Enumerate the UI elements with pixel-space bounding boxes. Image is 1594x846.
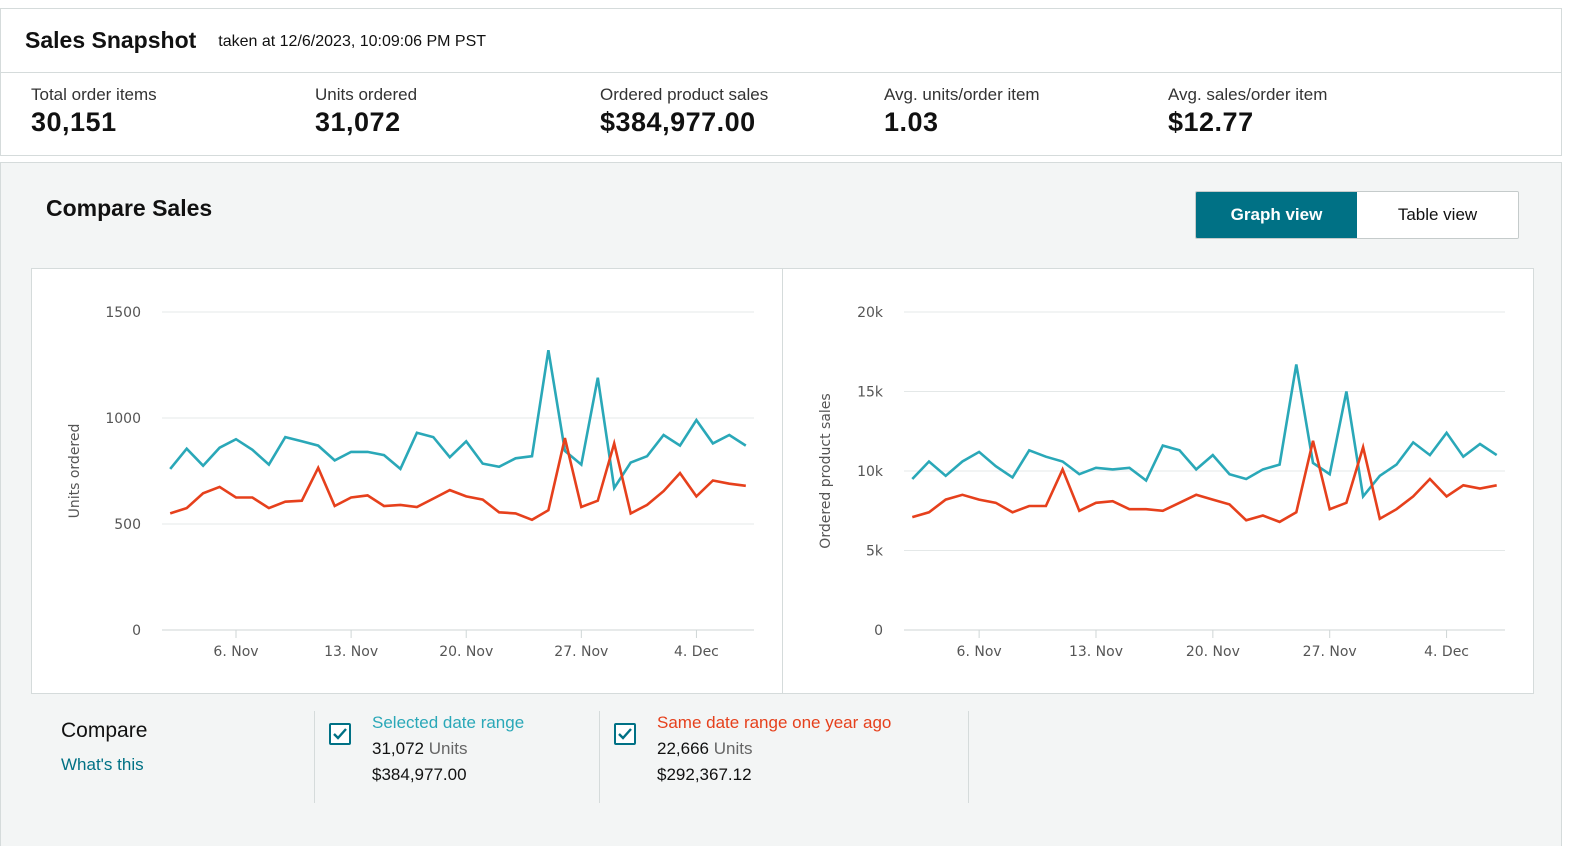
snapshot-header: Sales Snapshot taken at 12/6/2023, 10:09… [1, 9, 1561, 73]
prior-year-units: 22,666 Units [657, 739, 891, 759]
checkmark-icon [333, 728, 347, 740]
legend-compare-label: Compare [61, 719, 148, 742]
metric-value: 1.03 [884, 107, 939, 137]
whats-this-link[interactable]: What's this [61, 755, 144, 774]
prior-year-checkbox[interactable] [614, 723, 636, 745]
selected-units-word: Units [428, 739, 468, 758]
y-tick-label: 0 [132, 623, 141, 639]
compare-sales-panel: Compare Sales Graph view Table view 0 500… [0, 162, 1562, 846]
x-tick-label: 13. Nov [1069, 644, 1123, 660]
compare-sales-title: Compare Sales [46, 195, 213, 221]
metrics-row: Total order items 30,151 Units ordered 3… [1, 73, 1561, 155]
y-tick-label: 5k [866, 544, 884, 560]
x-tick-label: 4. Dec [674, 644, 719, 660]
y-tick-label: 15k [857, 385, 884, 401]
legend-separator [314, 711, 315, 803]
metric-ordered-product-sales: Ordered product sales $384,977.00 [600, 85, 768, 138]
y-tick-label: 0 [874, 623, 883, 639]
y-axis-label: Units ordered [67, 424, 83, 519]
legend-compare-block: Compare What's this [61, 719, 147, 775]
selected-units-value: 31,072 [372, 739, 424, 758]
prior-year-series-line[interactable] [169, 437, 746, 522]
metric-label: Avg. sales/order item [1168, 85, 1328, 104]
compare-legend: Compare What's this Selected date range … [1, 711, 1563, 811]
y-tick-label: 1500 [105, 305, 141, 321]
metric-label: Avg. units/order item [884, 85, 1040, 104]
selected-range-series-line[interactable] [169, 349, 747, 492]
prior-year-sales: $292,367.12 [657, 765, 752, 784]
y-axis-label: Ordered product sales [818, 393, 834, 548]
metric-label: Ordered product sales [600, 85, 769, 104]
x-tick-label: 6. Nov [957, 644, 1002, 660]
legend-separator [968, 711, 969, 803]
x-tick-label: 13. Nov [324, 644, 378, 660]
chart-divider [782, 269, 783, 693]
table-view-button[interactable]: Table view [1357, 192, 1518, 238]
snapshot-title: Sales Snapshot [25, 27, 197, 53]
selected-range-checkbox[interactable] [329, 723, 351, 745]
legend-separator [599, 711, 600, 803]
selected-range-name: Selected date range [372, 713, 525, 732]
selected-range-units: 31,072 Units [372, 739, 524, 759]
charts-container: 0 500 1000 1500 6. Nov 13. Nov 20. Nov 27. Nov 4… [31, 268, 1534, 694]
metric-value: $384,977.00 [600, 107, 756, 137]
x-tick-label: 20. Nov [439, 644, 493, 660]
selected-range-text: Selected date range 31,072 Units $384,97… [372, 713, 524, 785]
view-toggle: Graph view Table view [1195, 191, 1519, 239]
metric-total-order-items: Total order items 30,151 [31, 85, 157, 138]
units-ordered-chart: 0 500 1000 1500 6. Nov 13. Nov 20. Nov 27. Nov 4… [67, 305, 754, 660]
graph-view-button[interactable]: Graph view [1196, 192, 1357, 238]
selected-range-sales: $384,977.00 [372, 765, 467, 784]
x-tick-label: 4. Dec [1424, 644, 1469, 660]
checkmark-icon [618, 728, 632, 740]
metric-value: 31,072 [315, 107, 401, 137]
prior-units-word: Units [713, 739, 753, 758]
x-tick-label: 27. Nov [554, 644, 608, 660]
prior-units-value: 22,666 [657, 739, 709, 758]
metric-label: Units ordered [315, 85, 418, 104]
prior-year-text: Same date range one year ago 22,666 Unit… [657, 713, 891, 785]
metric-label: Total order items [31, 85, 157, 104]
x-tick-label: 20. Nov [1186, 644, 1240, 660]
y-tick-label: 1000 [105, 411, 141, 427]
metric-units-ordered: Units ordered 31,072 [315, 85, 417, 138]
ordered-product-sales-chart: 0 5k 10k 15k 20k 6. Nov 13. Nov 20. Nov 27. Nov 4… [818, 305, 1505, 660]
prior-year-series-line[interactable] [911, 440, 1497, 524]
y-tick-label: 10k [857, 464, 884, 480]
metric-value: $12.77 [1168, 107, 1254, 137]
x-tick-label: 27. Nov [1303, 644, 1357, 660]
y-tick-label: 20k [857, 305, 884, 321]
snapshot-timestamp: taken at 12/6/2023, 10:09:06 PM PST [218, 33, 487, 50]
metric-avg-sales-per-order-item: Avg. sales/order item $12.77 [1168, 85, 1327, 138]
metric-value: 30,151 [31, 107, 117, 137]
metric-avg-units-per-order-item: Avg. units/order item 1.03 [884, 85, 1040, 138]
selected-range-series-line[interactable] [911, 364, 1498, 500]
y-tick-label: 500 [114, 517, 141, 533]
x-tick-label: 6. Nov [213, 644, 258, 660]
prior-year-name: Same date range one year ago [657, 713, 892, 732]
sales-snapshot-panel: Sales Snapshot taken at 12/6/2023, 10:09… [0, 8, 1562, 156]
